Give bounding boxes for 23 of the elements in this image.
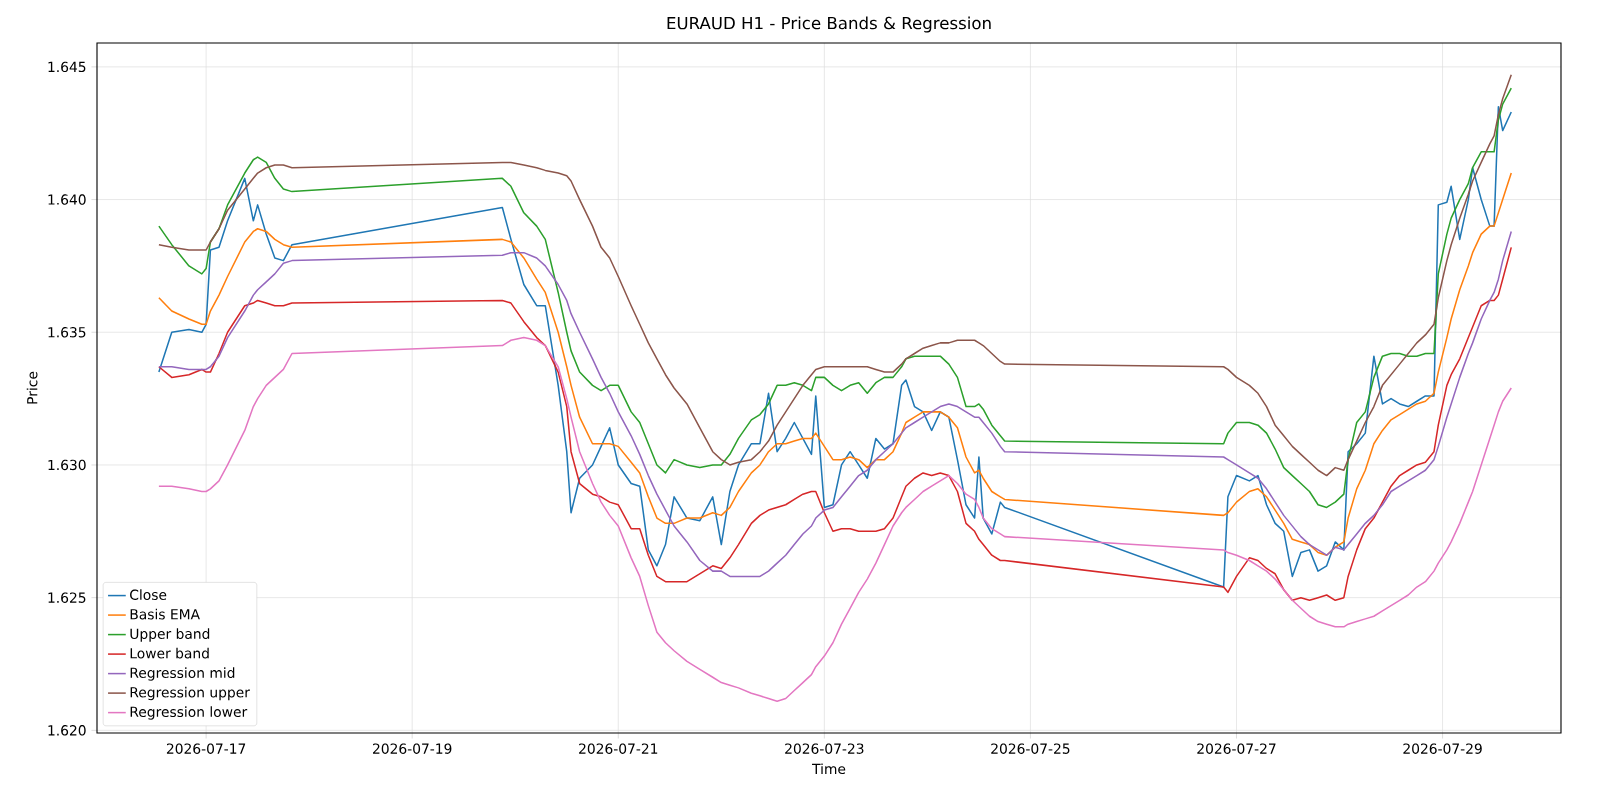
x-tick-label: 2026-07-17: [166, 743, 246, 754]
y-tick-label: 1.620: [48, 725, 86, 736]
y-tick-label: 1.640: [48, 194, 86, 205]
legend-label: Regression mid: [130, 667, 235, 681]
y-tick-label: 1.625: [48, 592, 86, 603]
legend-label: Lower band: [130, 647, 209, 659]
legend-label: Regression lower: [130, 706, 248, 720]
x-tick-label: 2026-07-29: [1403, 743, 1482, 754]
legend-label: Upper band: [130, 628, 210, 642]
y-axis-title: Price: [26, 371, 38, 404]
x-tick-label: 2026-07-19: [373, 743, 452, 754]
x-tick-label: 2026-07-25: [991, 743, 1070, 754]
x-tick-label: 2026-07-21: [579, 743, 658, 754]
y-tick-label: 1.635: [48, 327, 86, 338]
y-tick-label: 1.630: [48, 459, 86, 471]
x-tick-label: 2026-07-27: [1197, 743, 1276, 754]
chart-title: EURAUD H1 - Price Bands & Regression: [667, 16, 991, 33]
legend-label: Basis EMA: [130, 608, 200, 620]
legend-label: Close: [130, 589, 167, 600]
y-tick-label: 1.645: [48, 61, 86, 73]
legend-label: Regression upper: [130, 686, 250, 701]
x-tick-label: 2026-07-23: [785, 743, 864, 754]
x-axis-title: Time: [812, 763, 846, 775]
